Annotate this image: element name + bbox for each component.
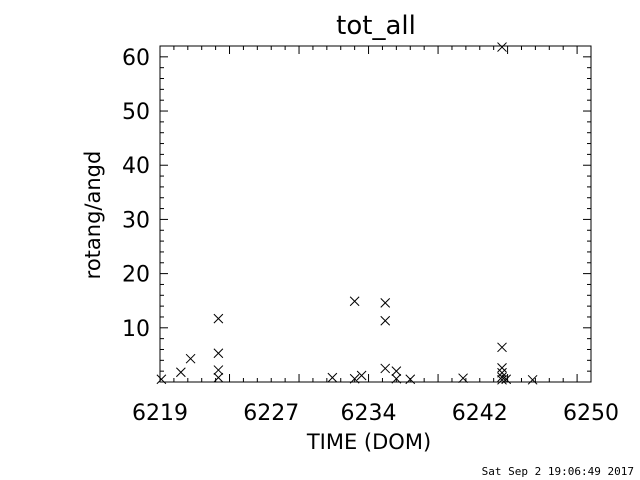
data-point bbox=[497, 374, 507, 385]
data-points bbox=[156, 42, 538, 385]
timestamp: Sat Sep 2 19:06:49 2017 bbox=[481, 465, 634, 478]
x-tick-label: 6219 bbox=[132, 401, 188, 426]
data-point bbox=[497, 363, 507, 373]
y-axis-label: rotang/angd bbox=[81, 151, 105, 280]
data-point bbox=[213, 372, 224, 383]
data-point bbox=[156, 374, 167, 385]
data-point bbox=[213, 348, 224, 359]
y-tick-label: 50 bbox=[122, 100, 150, 125]
data-point bbox=[213, 365, 224, 375]
data-point bbox=[391, 366, 402, 377]
data-point bbox=[391, 373, 402, 384]
x-tick-label: 6250 bbox=[563, 401, 619, 426]
data-point bbox=[405, 374, 416, 385]
data-point bbox=[327, 372, 338, 383]
data-point bbox=[380, 363, 391, 374]
data-point bbox=[349, 296, 360, 307]
y-tick-label: 20 bbox=[122, 263, 150, 288]
y-tick-label: 40 bbox=[122, 154, 150, 179]
y-tick-label: 10 bbox=[122, 317, 150, 342]
data-point bbox=[185, 353, 196, 364]
x-tick-label: 6242 bbox=[452, 401, 508, 426]
data-point bbox=[497, 42, 507, 52]
data-point bbox=[458, 373, 468, 384]
data-point bbox=[380, 315, 391, 326]
data-point bbox=[501, 374, 512, 385]
y-ticks: 10 20 30 40 50 60 bbox=[122, 45, 591, 372]
y-tick-label: 30 bbox=[122, 208, 150, 233]
data-point bbox=[497, 342, 507, 353]
data-point bbox=[380, 298, 391, 308]
data-point bbox=[349, 373, 360, 384]
x-ticks: 6219 6227 6234 6242 6250 bbox=[132, 46, 619, 426]
data-point bbox=[213, 313, 224, 324]
x-tick-label: 6227 bbox=[243, 401, 299, 426]
data-point bbox=[356, 370, 367, 381]
plot-frame bbox=[159, 45, 592, 383]
data-point bbox=[527, 374, 538, 385]
chart-title: tot_all bbox=[336, 11, 416, 41]
data-point bbox=[497, 367, 507, 378]
x-tick-label: 6234 bbox=[341, 401, 397, 426]
data-point bbox=[176, 367, 186, 378]
y-tick-label: 60 bbox=[122, 46, 150, 71]
x-axis-label: TIME (DOM) bbox=[306, 430, 431, 454]
